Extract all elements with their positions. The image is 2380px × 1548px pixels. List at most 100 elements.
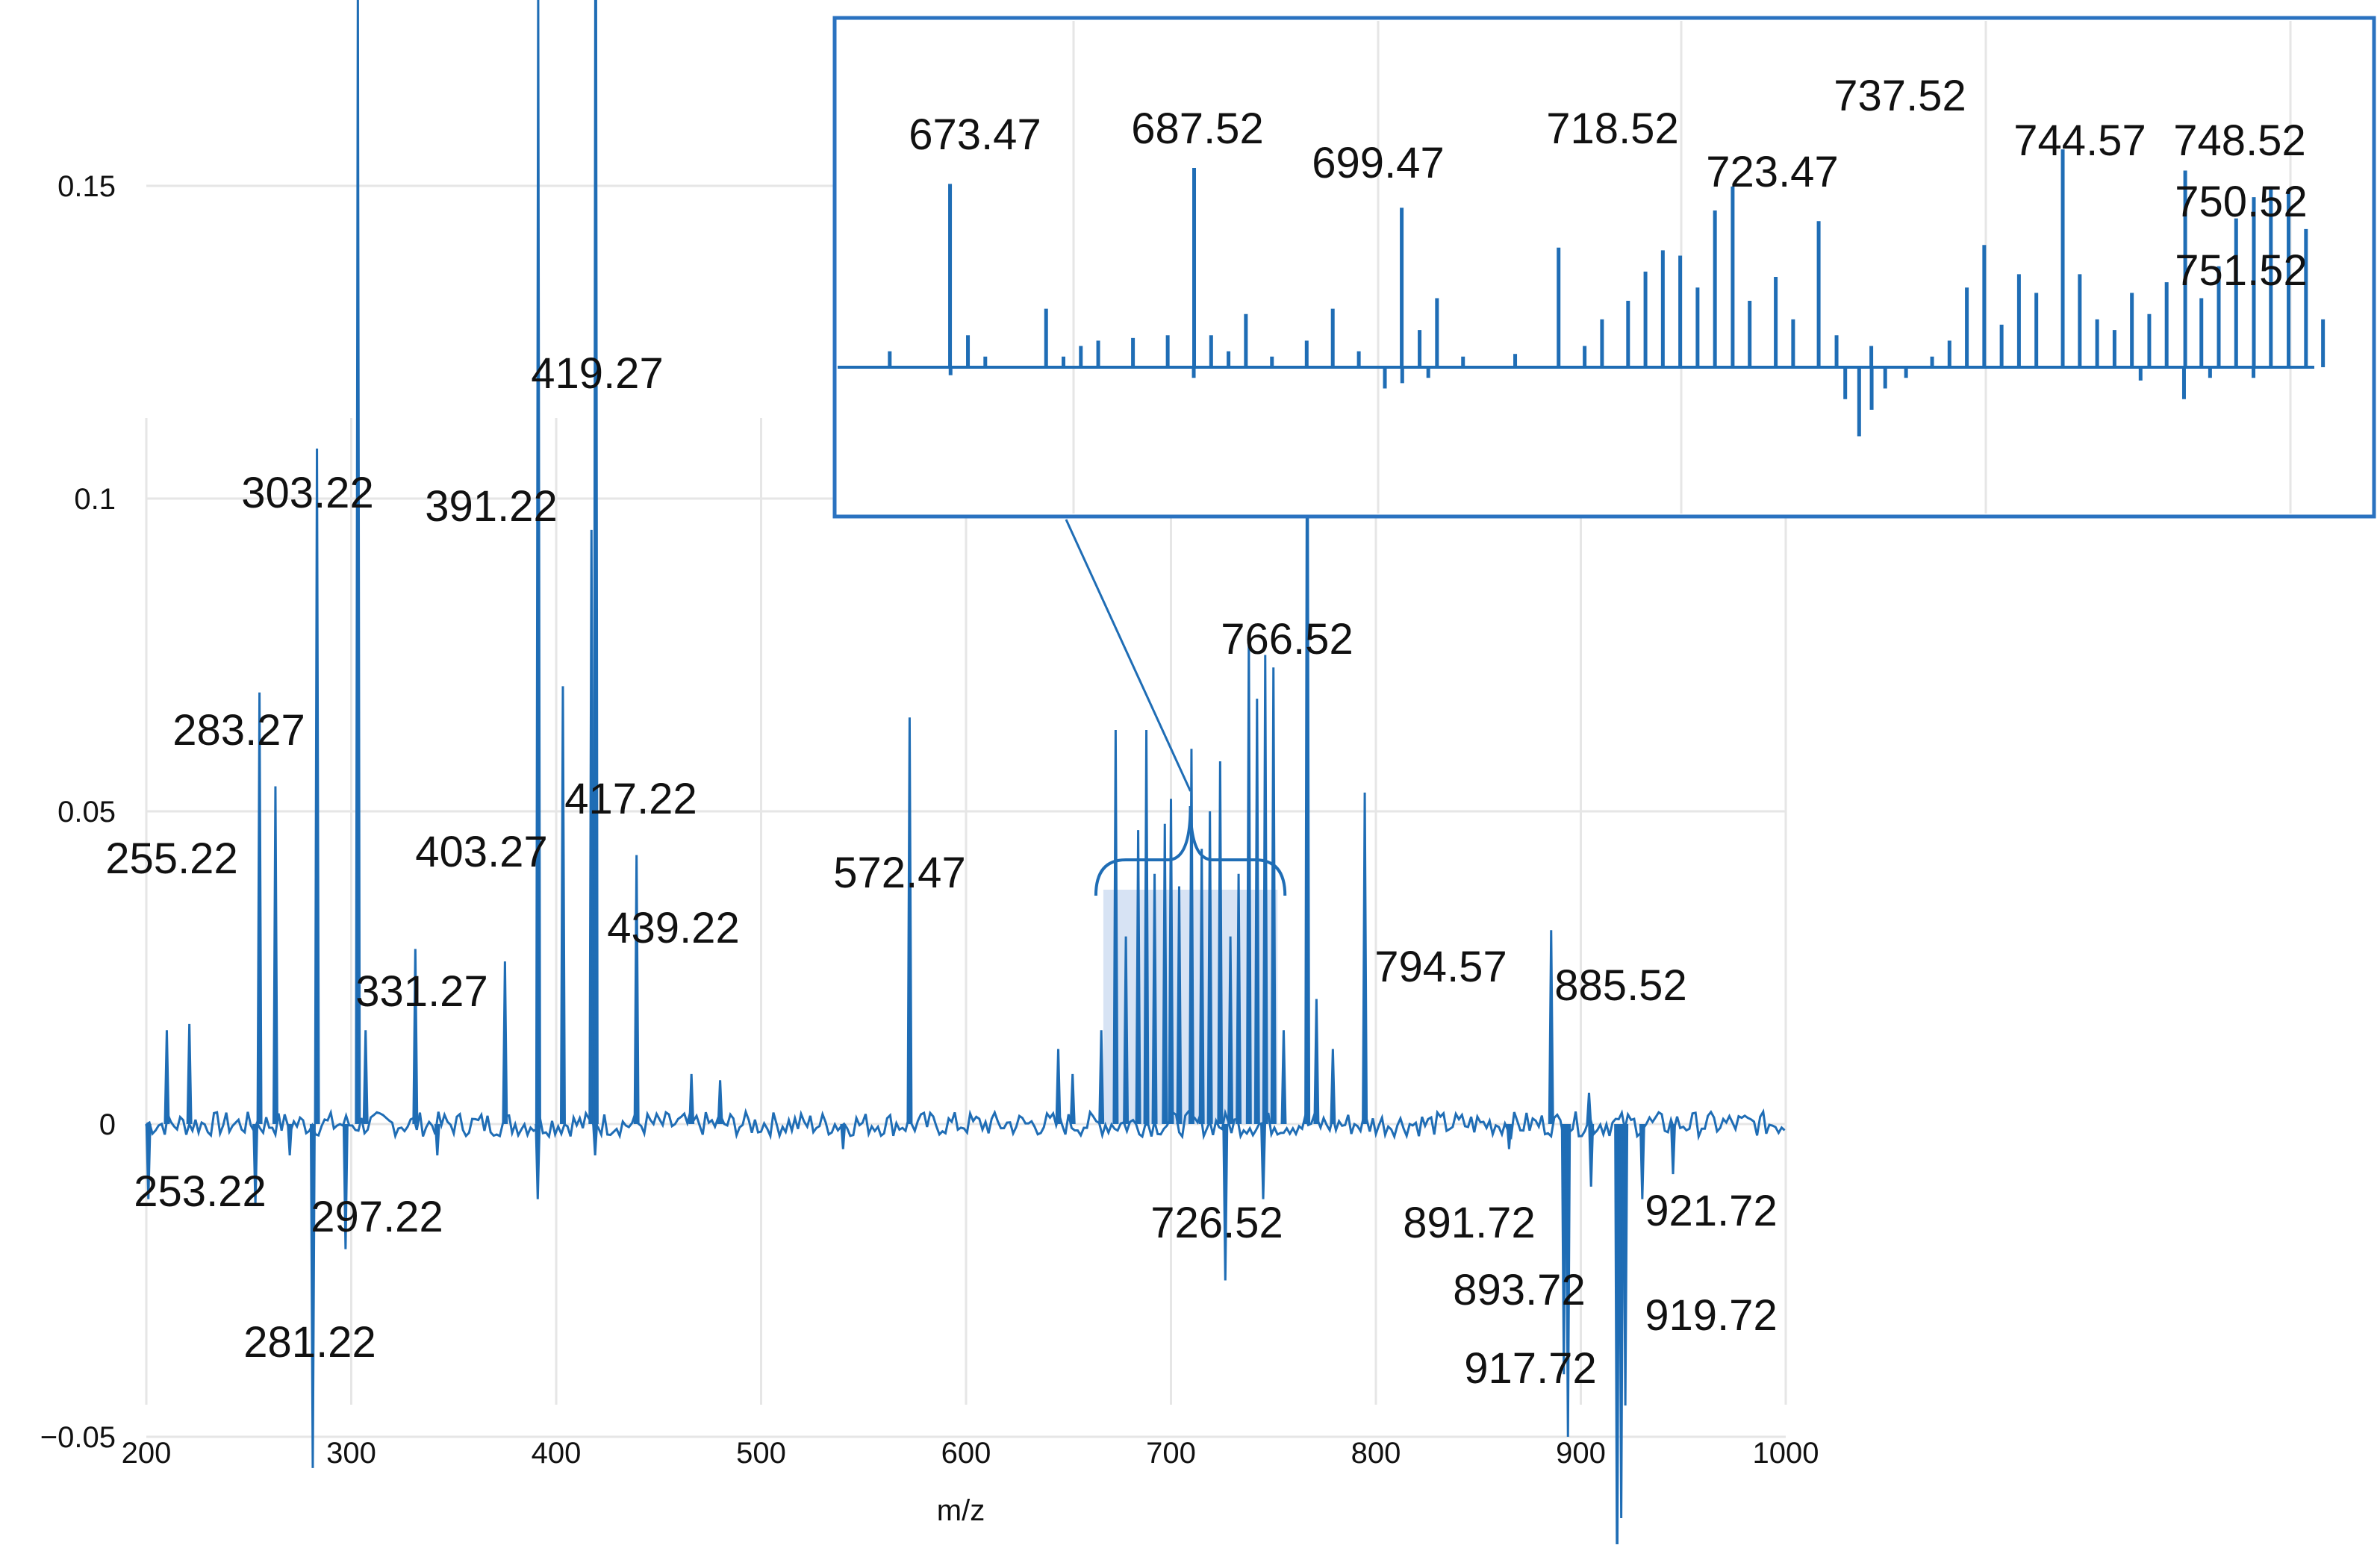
spectrum-peak xyxy=(1123,936,1130,1125)
spectrum-peak xyxy=(362,1030,369,1125)
inset-peak-label: 750.52 xyxy=(2175,178,2307,226)
inset-peak-label: 748.52 xyxy=(2173,116,2305,165)
y-tick-label: 0 xyxy=(99,1108,116,1141)
inset-peak-label: 751.52 xyxy=(2175,246,2307,295)
peak-label: 885.52 xyxy=(1554,961,1686,1010)
peak-label: 417.22 xyxy=(564,775,697,823)
inset-border xyxy=(832,16,2376,519)
peak-label: 281.22 xyxy=(243,1318,376,1367)
peak-label: 921.72 xyxy=(1645,1187,1777,1235)
y-tick-label: 0.05 xyxy=(57,796,116,828)
spectrum-peak xyxy=(1112,730,1119,1125)
spectrum-peak xyxy=(688,1073,695,1125)
peak-label: 439.22 xyxy=(607,904,739,952)
spectrum-peak xyxy=(1217,761,1224,1125)
peak-label: 255.22 xyxy=(105,834,237,883)
spectrum-negative-peak xyxy=(1639,1123,1645,1199)
main-series xyxy=(145,0,1786,1548)
spectrum-baseline xyxy=(145,1108,1786,1141)
spectrum-peak xyxy=(163,1030,170,1125)
spectrum-peak xyxy=(355,0,361,1125)
spectrum-peak xyxy=(535,0,541,1125)
spectrum-peak xyxy=(1313,999,1320,1125)
inset-peak-label: 673.47 xyxy=(909,110,1041,159)
spectrum-peak xyxy=(1245,636,1252,1125)
spectrum-peak xyxy=(592,0,599,1125)
spectrum-negative-peak xyxy=(1260,1123,1267,1199)
peak-label: 331.27 xyxy=(355,967,487,1016)
y-tick-label: 0.1 xyxy=(74,483,116,516)
x-tick-label: 800 xyxy=(1351,1437,1401,1470)
x-tick-label: 900 xyxy=(1556,1437,1606,1470)
spectrum-negative-peak xyxy=(1614,1123,1621,1548)
spectrum-peak xyxy=(1548,930,1554,1125)
spectrum-peak xyxy=(1055,1049,1062,1125)
peak-label: 766.52 xyxy=(1221,615,1353,664)
spectrum-peak xyxy=(1253,699,1260,1125)
peak-label: 891.72 xyxy=(1403,1199,1535,1247)
x-tick-label: 400 xyxy=(532,1437,582,1470)
spectrum-negative-peak xyxy=(287,1123,293,1155)
y-tick-label: −0.05 xyxy=(40,1421,116,1454)
peak-label: 794.57 xyxy=(1374,943,1507,991)
spectrum-peak xyxy=(1362,792,1368,1125)
spectrum-peak xyxy=(906,717,913,1125)
main-axes: 200 300 400 500 600 700 800 900 1000 −0.05 0 0.05 0.… xyxy=(40,170,1819,1470)
spectrum-peak xyxy=(186,1023,193,1125)
x-tick-label: 300 xyxy=(326,1437,376,1470)
inset-peak-label: 737.52 xyxy=(1834,72,1966,120)
spectrum-negative-peak xyxy=(434,1123,440,1155)
spectrum-peak xyxy=(1098,1030,1105,1125)
inset-peak-label: 687.52 xyxy=(1131,104,1263,153)
spectrum-peak xyxy=(717,1080,723,1125)
spectrum-negative-peak xyxy=(1670,1123,1677,1175)
spectrum-peak xyxy=(502,961,508,1125)
spectrum-negative-peak xyxy=(1588,1123,1595,1187)
spectrum-peak xyxy=(1236,873,1242,1125)
main-labels: 255.22 283.27 303.22 331.27 391.22 403.27 417.… xyxy=(105,349,1777,1393)
spectrum-peak xyxy=(1330,1049,1336,1125)
x-tick-label: 1000 xyxy=(1753,1437,1819,1470)
spectrum-negative-peak xyxy=(309,1123,316,1468)
spectrum-peak xyxy=(559,686,566,1125)
peak-label: 893.72 xyxy=(1453,1266,1585,1314)
spectrum-peak xyxy=(1135,830,1141,1125)
x-tick-label: 500 xyxy=(736,1437,786,1470)
spectrum-negative-peak xyxy=(252,1123,259,1205)
spectrum-peak xyxy=(1069,1073,1076,1125)
inset-peak-label: 723.47 xyxy=(1706,148,1838,196)
x-tick-label: 700 xyxy=(1146,1437,1196,1470)
spectrum-peak xyxy=(412,949,419,1125)
spectrum-negative-peak xyxy=(840,1123,847,1149)
x-tick-label: 200 xyxy=(122,1437,172,1470)
peak-label: 303.22 xyxy=(241,469,373,517)
spectrum-peak xyxy=(633,855,640,1125)
spectrum-negative-peak xyxy=(1560,1123,1567,1375)
peak-label: 253.22 xyxy=(134,1167,266,1216)
spectrum-peak xyxy=(1168,799,1174,1125)
inset-panel: 673.47 687.52 699.47 718.52 723.47 737.52 744.… xyxy=(832,16,2376,792)
x-tick-label: 600 xyxy=(941,1437,991,1470)
spectrum-peak xyxy=(272,786,278,1125)
spectrum-peak xyxy=(1143,730,1150,1125)
inset-peak-label: 699.47 xyxy=(1312,139,1444,187)
spectrum-negative-peak xyxy=(1222,1123,1229,1281)
spectrum-peak xyxy=(1198,849,1205,1125)
spectrum-peak xyxy=(1162,823,1168,1125)
spectrum-negative-peak xyxy=(342,1123,349,1249)
spectrum-negative-peak xyxy=(1622,1123,1629,1406)
peak-label: 403.27 xyxy=(415,828,547,876)
peak-label: 726.52 xyxy=(1150,1199,1283,1247)
spectrum-peak xyxy=(256,692,263,1125)
spectrum-peak xyxy=(1586,1093,1592,1125)
spectrum-peak xyxy=(588,529,595,1125)
spectrum-peak xyxy=(1176,886,1183,1125)
inset-peak-label: 744.57 xyxy=(2013,116,2146,165)
spectrum-peak xyxy=(1270,667,1277,1125)
spectrum-peak xyxy=(1151,873,1158,1125)
x-axis-title: m/z xyxy=(937,1494,985,1527)
zoom-connector xyxy=(1065,519,1191,792)
spectrum-negative-peak xyxy=(592,1123,599,1155)
